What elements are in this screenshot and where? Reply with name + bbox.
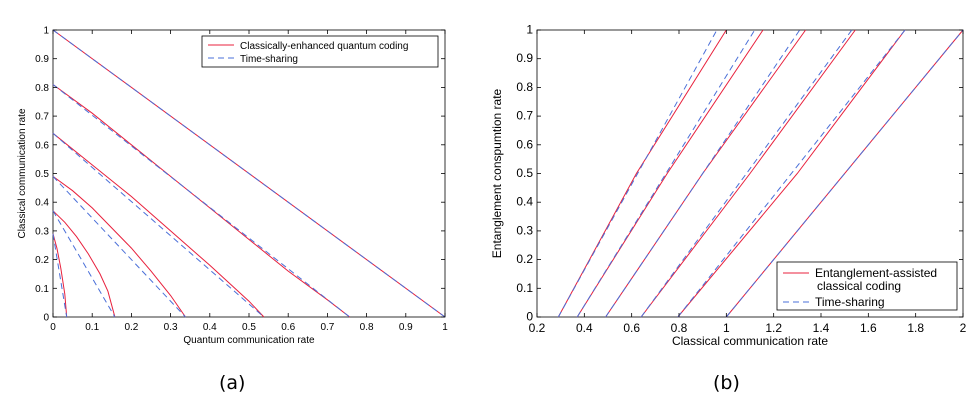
series-time-sharing-curve-a-5 — [52, 210, 116, 318]
legend-label-time-sharing-a: Time-sharing — [240, 54, 298, 65]
series-time-sharing-curve-a-4 — [52, 176, 186, 318]
y-tick-label-b: 0.6 — [516, 137, 533, 151]
y-tick-label-b: 0.4 — [516, 195, 533, 209]
y-tick-label-a: 0 — [43, 313, 49, 324]
series-time-sharing-curve-a-6 — [52, 233, 68, 318]
series-time-sharing-curve-a-3 — [52, 132, 265, 318]
x-tick-label-a: 0.7 — [320, 322, 334, 333]
x-tick-label-a: 0.4 — [203, 322, 217, 333]
series-main-curve-a-2 — [52, 84, 351, 318]
y-tick-label-a: 0.7 — [35, 112, 49, 123]
legend-label-main-b: classical coding — [817, 279, 901, 293]
y-tick-label-a: 0.9 — [35, 54, 49, 65]
x-tick-label-b: 1.2 — [765, 321, 782, 335]
series-time-sharing-curve-a-1 — [52, 29, 446, 318]
y-tick-label-a: 0.1 — [35, 284, 49, 295]
y-tick-label-a: 1 — [43, 26, 49, 37]
series-main-curve-a-4 — [52, 175, 186, 318]
x-tick-label-a: 0.5 — [242, 322, 256, 333]
legend-label-main-a: Classically-enhanced quantum coding — [240, 41, 408, 52]
panel-label-b: (b) — [713, 372, 740, 394]
series-time-sharing-curve-b-1 — [725, 29, 964, 318]
x-tick-label-a: 0.8 — [360, 322, 374, 333]
x-axis-label-a: Quantum communication rate — [183, 335, 315, 346]
legend-label-main-b: Entanglement-assisted — [815, 266, 937, 280]
x-tick-label-b: 0.4 — [576, 321, 593, 335]
x-tick-label-b: 1.4 — [813, 321, 830, 335]
series-time-sharing-curve-b-6 — [557, 29, 718, 318]
y-tick-label-b: 0.7 — [516, 109, 533, 123]
x-tick-label-b: 2 — [960, 321, 967, 335]
y-tick-label-b: 0.5 — [516, 166, 533, 180]
y-tick-label-a: 0.5 — [35, 169, 49, 180]
y-tick-label-b: 0.9 — [516, 51, 533, 65]
legend-label-time-sharing-b: Time-sharing — [815, 295, 885, 309]
series-time-sharing-curve-b-5 — [576, 29, 756, 318]
y-tick-label-a: 0.3 — [35, 226, 49, 237]
y-tick-label-b: 1 — [526, 23, 533, 37]
series-main-curve-b-2 — [677, 29, 906, 318]
y-tick-label-a: 0.6 — [35, 140, 49, 151]
x-tick-label-a: 0.3 — [164, 322, 178, 333]
series-main-curve-a-6 — [52, 233, 68, 318]
legend-box-a — [201, 35, 439, 68]
x-tick-label-a: 0 — [50, 322, 56, 333]
y-tick-label-a: 0.2 — [35, 255, 49, 266]
x-tick-label-b: 1.8 — [907, 321, 924, 335]
x-tick-label-b: 1 — [723, 321, 730, 335]
series-time-sharing-curve-b-2 — [677, 29, 906, 318]
series-main-curve-b-5 — [576, 29, 764, 318]
y-tick-label-a: 0.8 — [35, 83, 49, 94]
x-tick-label-b: 0.8 — [671, 321, 688, 335]
y-tick-label-b: 0.3 — [516, 223, 533, 237]
y-axis-label-a: Classical communication rate — [17, 108, 28, 238]
y-tick-label-b: 0 — [526, 310, 533, 324]
series-main-curve-a-3 — [52, 132, 265, 318]
x-tick-label-a: 0.9 — [399, 322, 413, 333]
y-tick-label-b: 0.2 — [516, 252, 533, 266]
series-main-curve-a-5 — [52, 210, 116, 318]
series-main-curve-b-3 — [640, 29, 856, 318]
x-tick-label-a: 1 — [442, 322, 448, 333]
x-axis-label-b: Classical communication rate — [672, 334, 828, 348]
y-tick-label-b: 0.1 — [516, 281, 533, 295]
x-tick-label-a: 0.2 — [124, 322, 138, 333]
x-tick-label-b: 1.6 — [860, 321, 877, 335]
x-tick-label-a: 0.6 — [281, 322, 295, 333]
series-time-sharing-curve-b-4 — [605, 29, 801, 318]
x-tick-label-b: 0.2 — [529, 321, 546, 335]
y-axis-label-b: Entanglement conspumtion rate — [490, 88, 504, 258]
panel-label-a: (a) — [219, 372, 246, 394]
x-tick-label-b: 0.6 — [623, 321, 640, 335]
series-time-sharing-curve-a-2 — [52, 84, 351, 318]
x-tick-label-a: 0.1 — [85, 322, 99, 333]
y-tick-label-a: 0.4 — [35, 198, 49, 209]
y-tick-label-b: 0.8 — [516, 80, 533, 94]
